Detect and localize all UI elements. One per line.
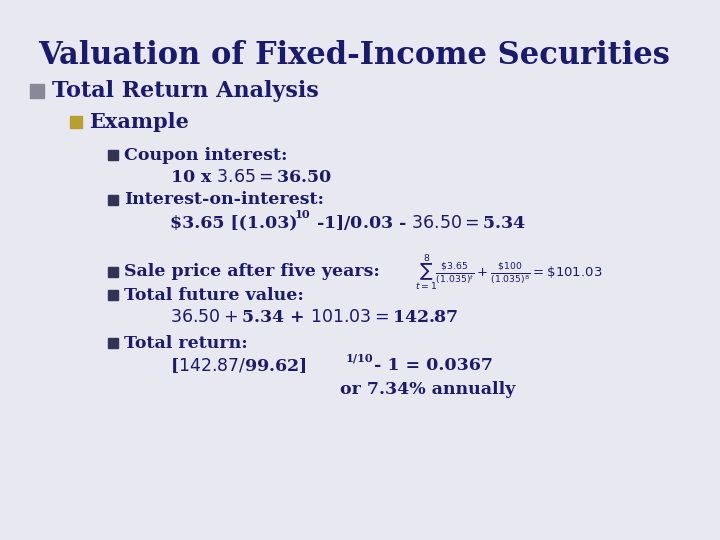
Text: Total return:: Total return: <box>124 334 248 352</box>
Text: 10 x $3.65 = $36.50: 10 x $3.65 = $36.50 <box>170 168 333 186</box>
Text: [$142.87 / $99.62]: [$142.87 / $99.62] <box>170 356 307 375</box>
Text: Interest-on-interest:: Interest-on-interest: <box>124 192 324 208</box>
Bar <box>108 150 118 160</box>
Text: 1/10: 1/10 <box>346 353 374 363</box>
Text: 10: 10 <box>295 210 310 220</box>
Text: Total future value:: Total future value: <box>124 287 304 303</box>
Text: Sale price after five years:: Sale price after five years: <box>124 264 380 280</box>
Bar <box>108 267 118 277</box>
Text: -1]/0.03 - $36.50 = $5.34: -1]/0.03 - $36.50 = $5.34 <box>310 213 526 233</box>
Bar <box>30 84 44 98</box>
Text: Total Return Analysis: Total Return Analysis <box>52 80 319 102</box>
Bar <box>108 290 118 300</box>
Bar <box>108 338 118 348</box>
Text: or 7.34% annually: or 7.34% annually <box>340 381 516 399</box>
Text: Coupon interest:: Coupon interest: <box>124 146 287 164</box>
Text: $\sum_{t=1}^{8}\frac{\$3.65}{(1.035)^{t}}+\frac{\$100}{(1.035)^{8}}=\$101.03$: $\sum_{t=1}^{8}\frac{\$3.65}{(1.035)^{t}… <box>415 252 603 292</box>
Bar <box>108 195 118 205</box>
Bar <box>70 116 82 128</box>
Text: - 1 = 0.0367: - 1 = 0.0367 <box>368 357 493 375</box>
Text: $3.65 [(1.03): $3.65 [(1.03) <box>170 214 297 232</box>
Text: $36.50 + $5.34 + $101.03 = $142.87: $36.50 + $5.34 + $101.03 = $142.87 <box>170 309 459 327</box>
Text: Example: Example <box>89 112 189 132</box>
Text: Valuation of Fixed-Income Securities: Valuation of Fixed-Income Securities <box>38 40 670 71</box>
